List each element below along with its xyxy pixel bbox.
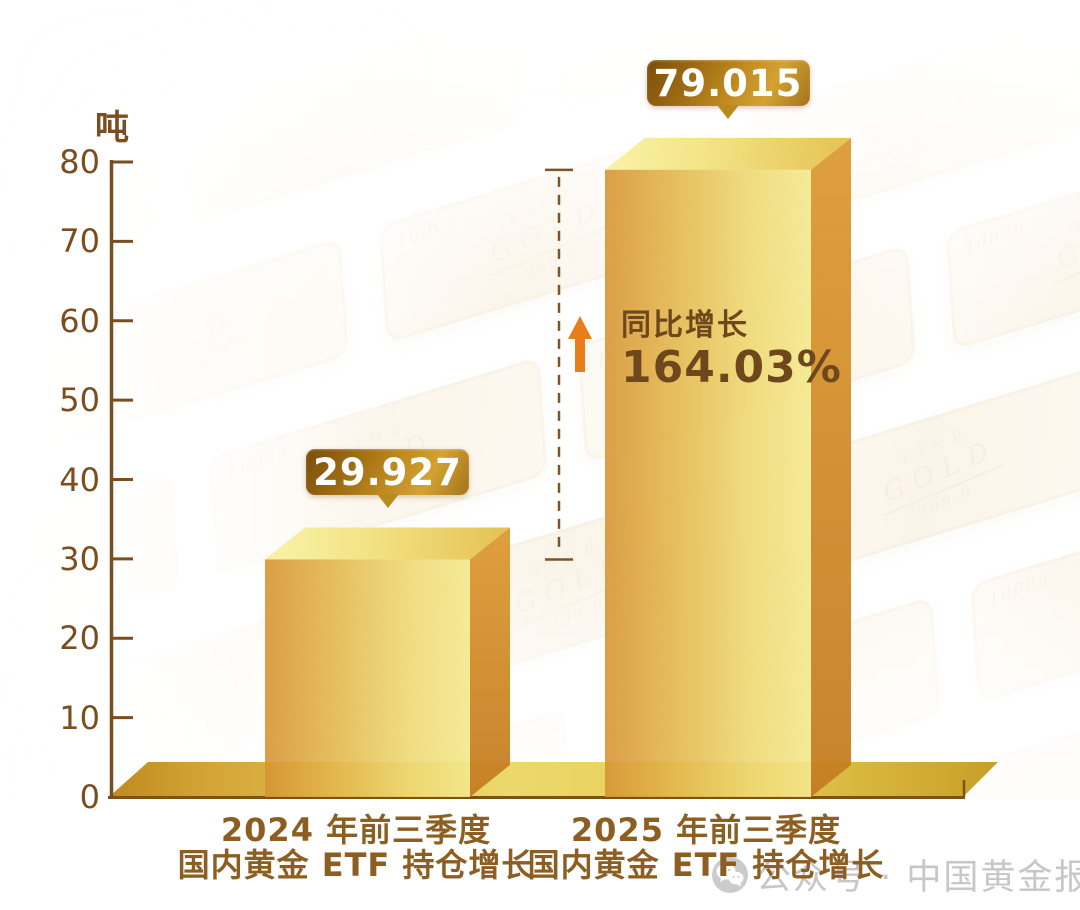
- y-tick-label-20: 20: [59, 619, 100, 658]
- value-badge-2025-text: 79.015: [653, 61, 803, 105]
- bar-top-face: [265, 527, 510, 560]
- value-badge-2024: 29.927: [306, 449, 469, 496]
- x-label-2024-line1: 2024 年前三季度: [220, 811, 492, 849]
- x-label-2024: 2024 年前三季度 国内黄金 ETF 持仓增长: [146, 813, 566, 883]
- growth-annotation-title: 同比增长: [621, 308, 749, 343]
- bar-side-face: [811, 137, 851, 798]
- floor-platform: [110, 762, 998, 796]
- y-tick-label-0: 0: [79, 778, 100, 816]
- y-tick-label-40: 40: [59, 460, 100, 499]
- growth-arrow-icon: [568, 316, 592, 372]
- growth-annotation: 同比增长 164.03%: [621, 308, 842, 392]
- growth-annotation-value: 164.03%: [621, 342, 842, 393]
- bar-2025: [605, 137, 851, 798]
- bar-front-face: [265, 559, 470, 797]
- bar-side-face: [470, 527, 510, 797]
- wechat-icon: [712, 856, 748, 893]
- watermark-text: 公众号 · 中国黄金报: [756, 858, 1080, 898]
- x-label-2025-line1: 2025 年前三季度: [570, 811, 842, 849]
- y-tick-label-30: 30: [59, 539, 100, 578]
- y-tick-label-10: 10: [59, 698, 100, 737]
- bar-2024: [265, 527, 510, 797]
- value-badge-2025: 79.015: [646, 59, 810, 106]
- y-tick-label-80: 80: [59, 143, 100, 181]
- y-tick-label-70: 70: [59, 222, 100, 261]
- x-label-2024-line2: 国内黄金 ETF 持仓增长: [177, 846, 535, 884]
- y-tick-label-50: 50: [59, 381, 100, 420]
- x-label-2025-line2: 国内黄金 ETF 持仓增长: [527, 846, 885, 884]
- value-badge-2024-text: 29.927: [313, 451, 462, 495]
- bar-front-face: [605, 169, 811, 798]
- y-axis-unit-label: 吨: [95, 108, 129, 148]
- x-label-2025: 2025 年前三季度 国内黄金 ETF 持仓增长: [496, 813, 916, 883]
- bar-top-face: [605, 137, 851, 170]
- watermark: 公众号 · 中国黄金报: [711, 849, 1080, 900]
- y-tick-label-60: 60: [59, 301, 100, 340]
